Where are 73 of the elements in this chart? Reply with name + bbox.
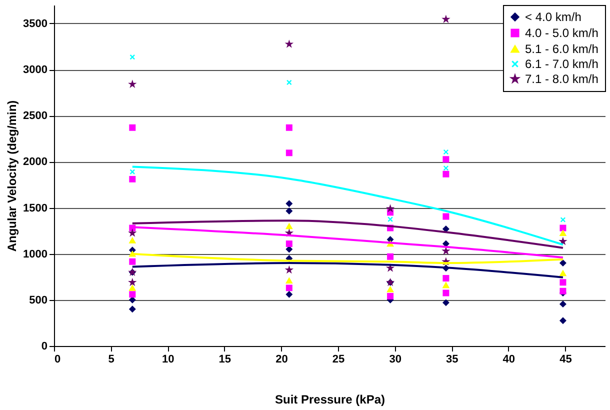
y-tick-label: 3000 [23,64,48,76]
y-tick-label: 500 [29,294,48,306]
legend-label: 5.1 - 6.0 km/h [525,42,598,56]
point [129,296,136,304]
y-axis-title: Angular Velocity (deg/min) [5,100,20,252]
point [442,248,450,254]
point [560,270,566,276]
point [129,258,136,265]
point [443,165,449,171]
point [387,236,394,243]
legend-label: 4.0 - 5.0 km/h [525,26,598,40]
point [286,284,292,292]
point [442,170,450,178]
x-tick-label: 20 [276,354,288,366]
point [286,200,292,207]
point [560,217,566,222]
point [560,279,566,286]
x-tick-label: 15 [218,354,232,366]
point [442,226,450,232]
point [129,176,136,182]
x-tick-label: 45 [560,354,572,366]
point [442,213,450,220]
x-axis-title: Suit Pressure (kPa) [274,392,386,406]
point [560,317,566,324]
point [560,300,566,308]
x-tick-label: 0 [54,354,61,366]
point [129,306,136,312]
point [442,290,450,296]
y-tick-label: 0 [41,340,48,352]
point [443,149,449,155]
point [286,80,292,86]
point [286,208,292,214]
point [388,216,393,222]
line-series [131,220,564,249]
point [130,54,136,60]
x-tick-label: 35 [446,354,458,366]
legend-label: < 4.0 km/h [525,10,582,24]
point [286,223,292,230]
point [286,150,292,156]
point [560,260,566,266]
point [286,278,292,284]
y-tick-label: 2500 [23,110,48,122]
point [129,238,136,244]
point [560,230,566,236]
x-tick-label: 40 [502,354,516,366]
point [442,299,450,306]
legend-label: 6.1 - 7.0 km/h [525,57,598,71]
point [442,282,450,288]
y-tick-label: 3500 [23,18,48,30]
x-tick-label: 30 [389,354,402,366]
point [129,230,136,236]
point [130,169,136,175]
y-tick-label: 2000 [23,156,48,168]
point [442,240,450,247]
point [387,292,394,300]
x-tick-label: 5 [108,354,114,366]
point [560,224,566,232]
x-tick-label: 10 [162,354,174,366]
point [442,156,450,163]
point [129,279,136,286]
point [286,124,292,131]
point [387,286,394,292]
y-tick-label: 1000 [23,248,48,260]
point [286,291,292,298]
x-tick-label: 25 [332,354,345,366]
point [129,285,136,291]
point [129,291,136,298]
point [387,253,394,260]
y-tick-label: 1500 [23,202,48,214]
point [286,240,292,247]
point [129,124,136,131]
legend-label: 7.1 - 8.0 km/h [525,72,598,86]
point [442,275,450,282]
